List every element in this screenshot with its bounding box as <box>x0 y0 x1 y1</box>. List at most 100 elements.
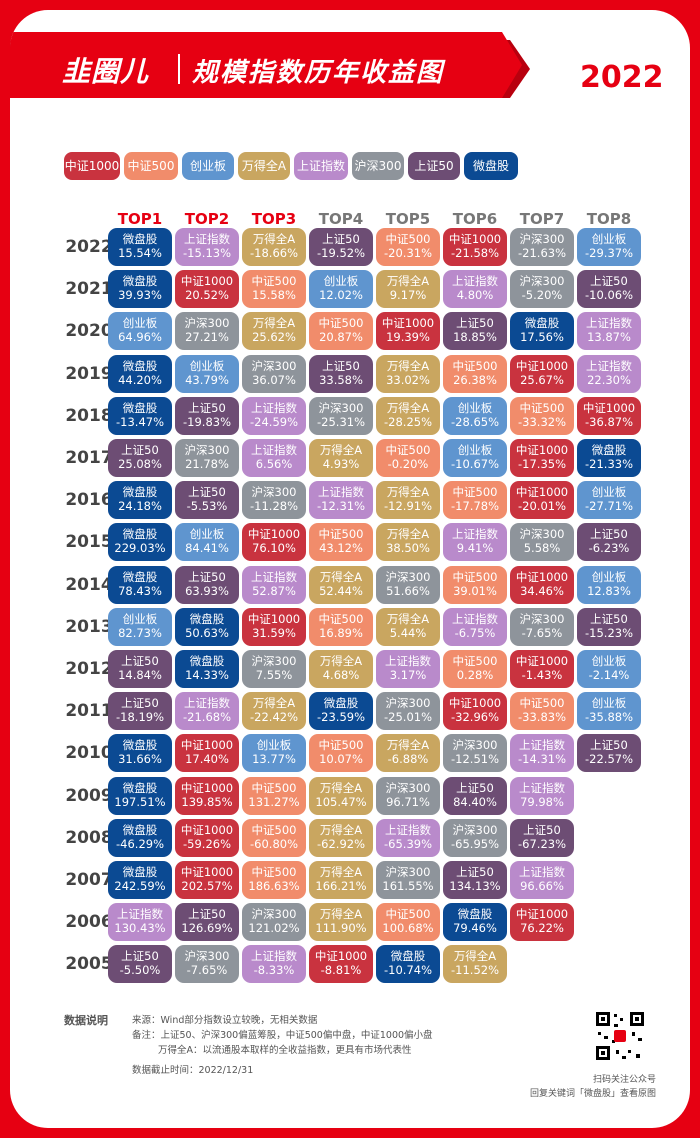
cell-return-value: -2.14% <box>588 668 630 682</box>
legend-item: 上证50 <box>408 152 460 180</box>
ranking-cell: 万得全A 25.62% <box>242 312 306 351</box>
cell-return-value: 17.40% <box>185 752 229 767</box>
ranking-cell: 万得全A 105.47% <box>309 776 373 815</box>
cell-index-name: 万得全A <box>386 611 430 626</box>
cell-index-name: 万得全A <box>252 316 296 331</box>
ranking-cell: 沪深300 -12.51% <box>443 734 507 773</box>
ranking-cell: 创业板 -28.65% <box>443 396 507 435</box>
ranking-cell: 上证50 -19.52% <box>309 228 373 266</box>
cell-index-name: 上证指数 <box>184 696 230 711</box>
cell-index-name: 上证50 <box>590 738 628 753</box>
ranking-cell: 中证500 -60.80% <box>242 818 306 857</box>
cell-index-name: 沪深300 <box>519 274 565 289</box>
year-label: 2022 <box>580 60 664 95</box>
cell-index-name: 中证500 <box>452 485 498 500</box>
cell-index-name: 上证50 <box>456 865 494 879</box>
ranking-cell: 上证50 33.58% <box>309 354 373 393</box>
cell-index-name: 万得全A <box>252 696 296 711</box>
ranking-cell: 创业板 82.73% <box>108 607 172 646</box>
ranking-cell: 上证指数 -65.39% <box>376 818 440 857</box>
ranking-cell: 中证500 -17.78% <box>443 481 507 520</box>
cell-return-value: 105.47% <box>315 794 367 809</box>
cell-return-value: -21.33% <box>585 457 633 471</box>
row-year: 2019 <box>65 363 113 384</box>
cell-return-value: 9.41% <box>456 541 494 556</box>
cell-index-name: 微盘股 <box>122 822 158 837</box>
ranking-cell: 上证50 -67.23% <box>510 818 574 857</box>
ranking-cell: 万得全A 166.21% <box>309 861 373 899</box>
cell-index-name: 中证500 <box>251 780 297 795</box>
cell-index-name: 中证1000 <box>247 527 301 542</box>
brand-logo: 韭圈儿 <box>62 55 150 88</box>
ranking-cell: 创业板 -10.67% <box>443 439 507 477</box>
cell-return-value: 14.84% <box>118 668 162 682</box>
cell-index-name: 微盘股 <box>122 274 158 289</box>
cell-index-name: 创业板 <box>189 358 225 373</box>
cell-index-name: 中证1000 <box>515 654 569 668</box>
ranking-cell: 沪深300 51.66% <box>376 565 440 604</box>
cell-return-value: 134.13% <box>449 879 501 893</box>
cell-return-value: -29.37% <box>585 246 633 260</box>
cell-return-value: 52.44% <box>319 583 363 598</box>
cell-index-name: 上证50 <box>322 232 360 246</box>
cell-return-value: 10.07% <box>319 752 363 767</box>
cell-return-value: 5.44% <box>389 625 427 640</box>
cell-index-name: 上证指数 <box>184 232 230 246</box>
cell-index-name: 沪深300 <box>318 400 364 415</box>
cell-index-name: 微盘股 <box>122 485 158 500</box>
cell-index-name: 中证500 <box>251 865 297 879</box>
cell-index-name: 微盘股 <box>189 611 225 626</box>
cell-index-name: 上证指数 <box>318 485 364 500</box>
cell-index-name: 中证500 <box>452 358 498 373</box>
ranking-cell: 上证50 18.85% <box>443 312 507 351</box>
cell-return-value: 31.66% <box>118 752 162 767</box>
cell-index-name: 中证500 <box>251 274 297 289</box>
cell-return-value: -20.31% <box>384 246 432 260</box>
ranking-cell: 中证500 15.58% <box>242 270 306 309</box>
cell-return-value: -21.58% <box>451 246 499 260</box>
ranking-cell: 沪深300 5.58% <box>510 523 574 562</box>
cell-return-value: 96.66% <box>520 879 564 893</box>
ranking-cell: 上证指数 -6.75% <box>443 607 507 646</box>
cell-index-name: 微盘股 <box>122 569 158 584</box>
cell-index-name: 上证50 <box>590 274 628 289</box>
row-year: 2013 <box>65 616 113 637</box>
ranking-cell: 上证50 14.84% <box>108 650 172 688</box>
row-year: 2011 <box>65 701 113 722</box>
ranking-cell: 万得全A 4.93% <box>309 439 373 477</box>
cell-index-name: 中证500 <box>385 232 431 246</box>
ranking-cell: 上证50 84.40% <box>443 776 507 815</box>
cell-return-value: -22.42% <box>250 710 298 725</box>
cell-return-value: 96.71% <box>386 794 430 809</box>
cell-index-name: 上证50 <box>121 443 159 457</box>
ranking-cell: 中证1000 76.10% <box>242 523 306 562</box>
cell-return-value: 139.85% <box>181 794 233 809</box>
ranking-cell: 中证500 16.89% <box>309 607 373 646</box>
cell-return-value: -18.66% <box>250 246 298 260</box>
ranking-cell: 创业板 84.41% <box>175 523 239 562</box>
cell-return-value: -35.88% <box>585 710 633 725</box>
column-header: TOP4 <box>318 210 364 228</box>
cell-index-name: 万得全A <box>319 822 363 837</box>
cell-return-value: 161.55% <box>382 879 434 893</box>
cell-return-value: 5.58% <box>523 541 561 556</box>
cell-return-value: -28.25% <box>384 414 432 429</box>
footer-date: 数据截止时间：2022/12/31 <box>132 1065 254 1076</box>
cell-index-name: 上证指数 <box>385 654 431 668</box>
cell-index-name: 万得全A <box>386 274 430 289</box>
cell-index-name: 创业板 <box>122 611 158 626</box>
ranking-cell: 上证50 -18.19% <box>108 692 172 731</box>
cell-index-name: 中证500 <box>318 527 364 542</box>
cell-return-value: 166.21% <box>315 879 367 893</box>
cell-return-value: 39.01% <box>453 583 497 598</box>
cell-index-name: 上证指数 <box>251 949 297 964</box>
ranking-cell: 万得全A -11.52% <box>443 945 507 984</box>
ranking-cell: 微盘股 242.59% <box>108 861 172 899</box>
ranking-cell: 沪深300 36.07% <box>242 354 306 393</box>
cell-return-value: 229.03% <box>114 541 166 556</box>
ranking-cell: 上证指数 22.30% <box>577 354 641 393</box>
row-year: 2008 <box>65 827 113 848</box>
ranking-cell: 微盘股 229.03% <box>108 523 172 562</box>
cell-return-value: 126.69% <box>181 921 233 936</box>
cell-index-name: 创业板 <box>189 527 225 542</box>
